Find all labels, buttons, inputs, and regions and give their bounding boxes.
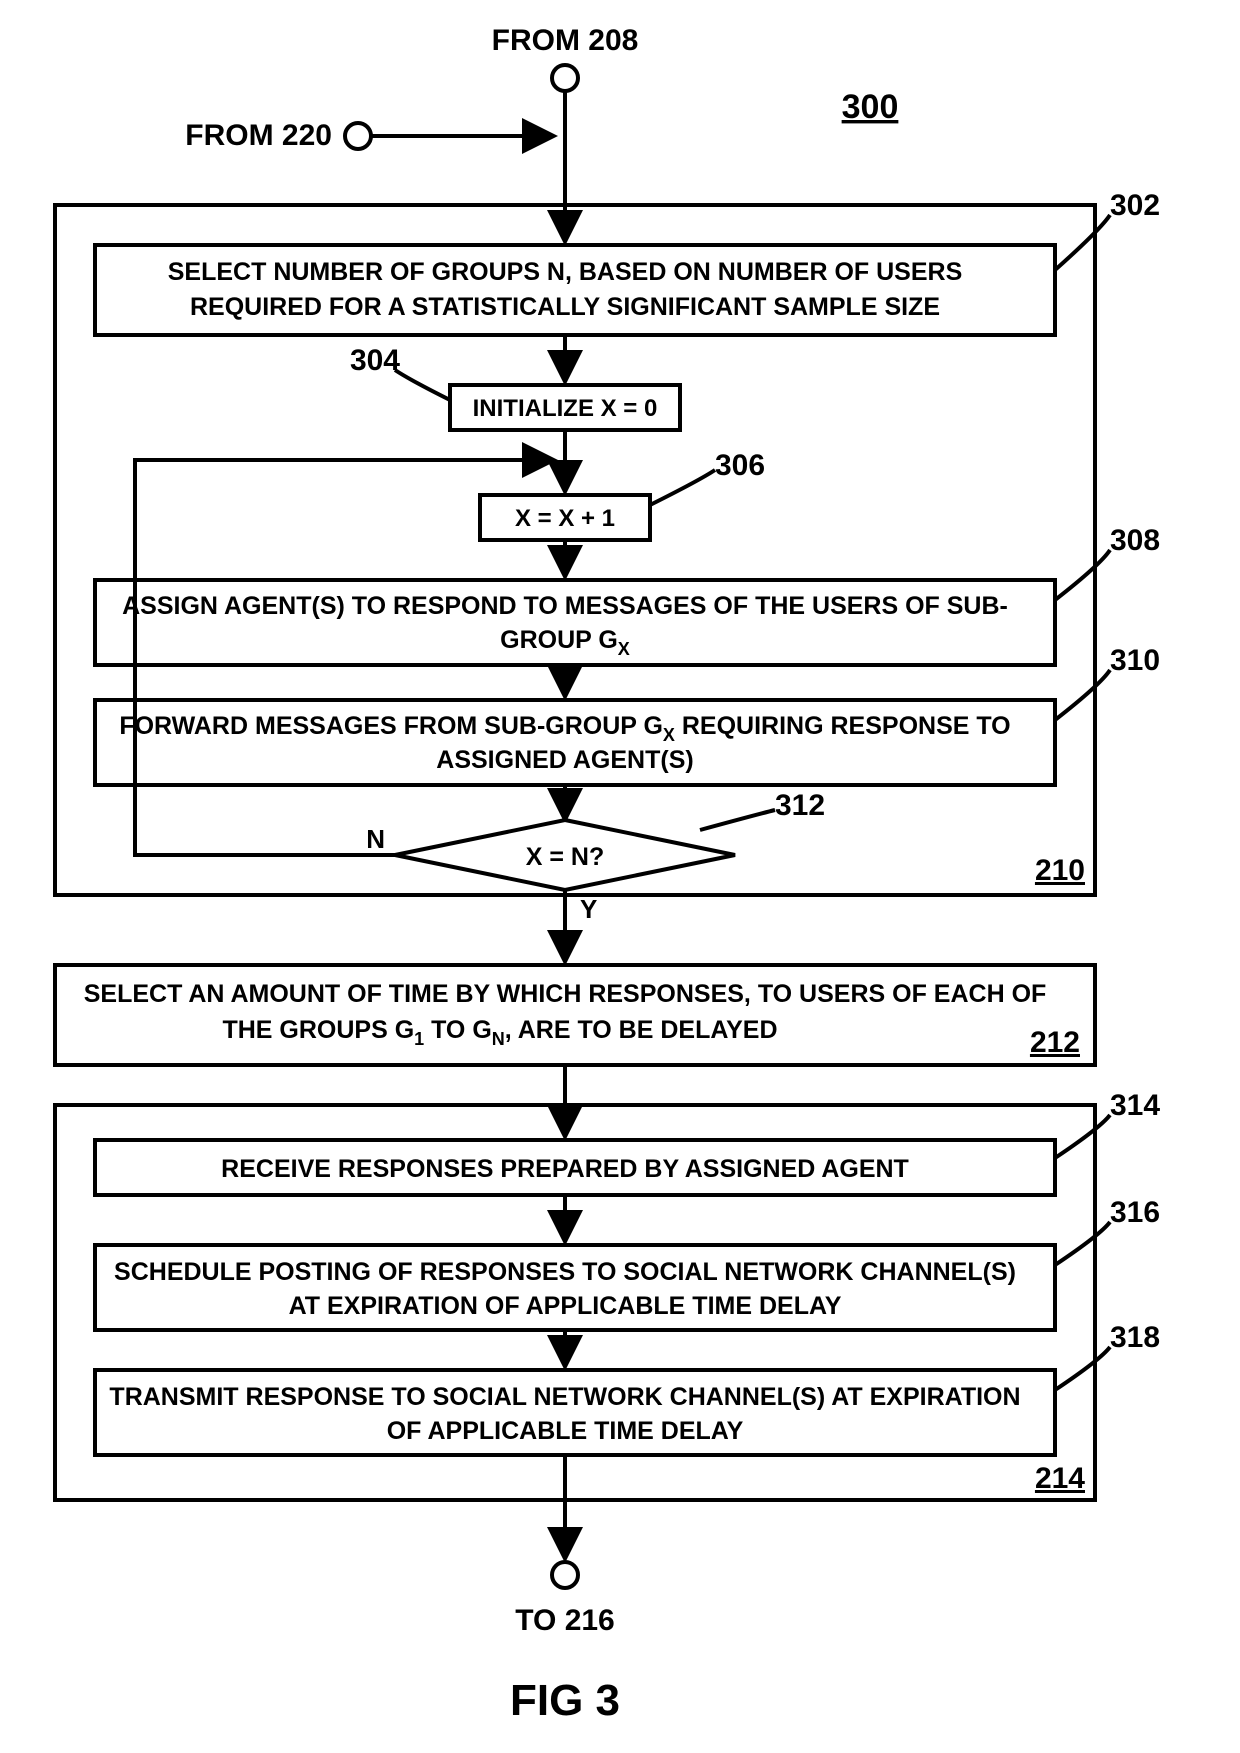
entry-220-node [345,123,371,149]
box-316-line2: AT EXPIRATION OF APPLICABLE TIME DELAY [289,1292,842,1320]
box-212-line1: SELECT AN AMOUNT OF TIME BY WHICH RESPON… [84,980,1047,1008]
container-210-ref: 210 [1035,854,1085,887]
decision-yes-label: Y [580,894,597,924]
exit-node [552,1562,578,1588]
bottom-exit-label: TO 216 [515,1604,615,1637]
leader-310 [1055,670,1110,720]
box-314-text: RECEIVE RESPONSES PREPARED BY ASSIGNED A… [221,1155,909,1183]
leader-314 [1055,1115,1110,1158]
figure-number: 300 [842,88,899,126]
box-306-text: X = X + 1 [515,505,615,532]
ref-304: 304 [350,344,400,377]
leader-306 [650,470,715,505]
from-220-label: FROM 220 [185,119,332,152]
ref-310: 310 [1110,644,1160,677]
box-302-line2: REQUIRED FOR A STATISTICALLY SIGNIFICANT… [190,293,940,321]
box-302-line1: SELECT NUMBER OF GROUPS N, BASED ON NUMB… [168,258,963,286]
ref-316: 316 [1110,1196,1160,1229]
ref-308: 308 [1110,524,1160,557]
leader-304 [395,370,450,400]
container-214-ref: 214 [1035,1462,1085,1495]
ref-212: 212 [1030,1026,1080,1059]
box-316-line1: SCHEDULE POSTING OF RESPONSES TO SOCIAL … [114,1258,1016,1286]
ref-314: 314 [1110,1089,1160,1122]
ref-312: 312 [775,789,825,822]
from-208-label: FROM 208 [492,24,639,57]
leader-316 [1055,1222,1110,1265]
leader-312 [700,810,775,830]
ref-306: 306 [715,449,765,482]
box-318-line1: TRANSMIT RESPONSE TO SOCIAL NETWORK CHAN… [109,1383,1020,1411]
decision-312-text: X = N? [526,843,605,871]
entry-208-node [552,65,578,91]
ref-302: 302 [1110,189,1160,222]
box-318-line2: OF APPLICABLE TIME DELAY [387,1417,744,1445]
box-308-line1: ASSIGN AGENT(S) TO RESPOND TO MESSAGES O… [122,592,1008,620]
ref-318: 318 [1110,1321,1160,1354]
leader-308 [1055,550,1110,600]
decision-no-label: N [366,824,385,854]
figure-label: FIG 3 [510,1676,620,1725]
box-310-line2: ASSIGNED AGENT(S) [436,746,693,774]
leader-318 [1055,1347,1110,1390]
leader-302 [1055,215,1110,270]
box-304-text: INITIALIZE X = 0 [473,395,658,422]
